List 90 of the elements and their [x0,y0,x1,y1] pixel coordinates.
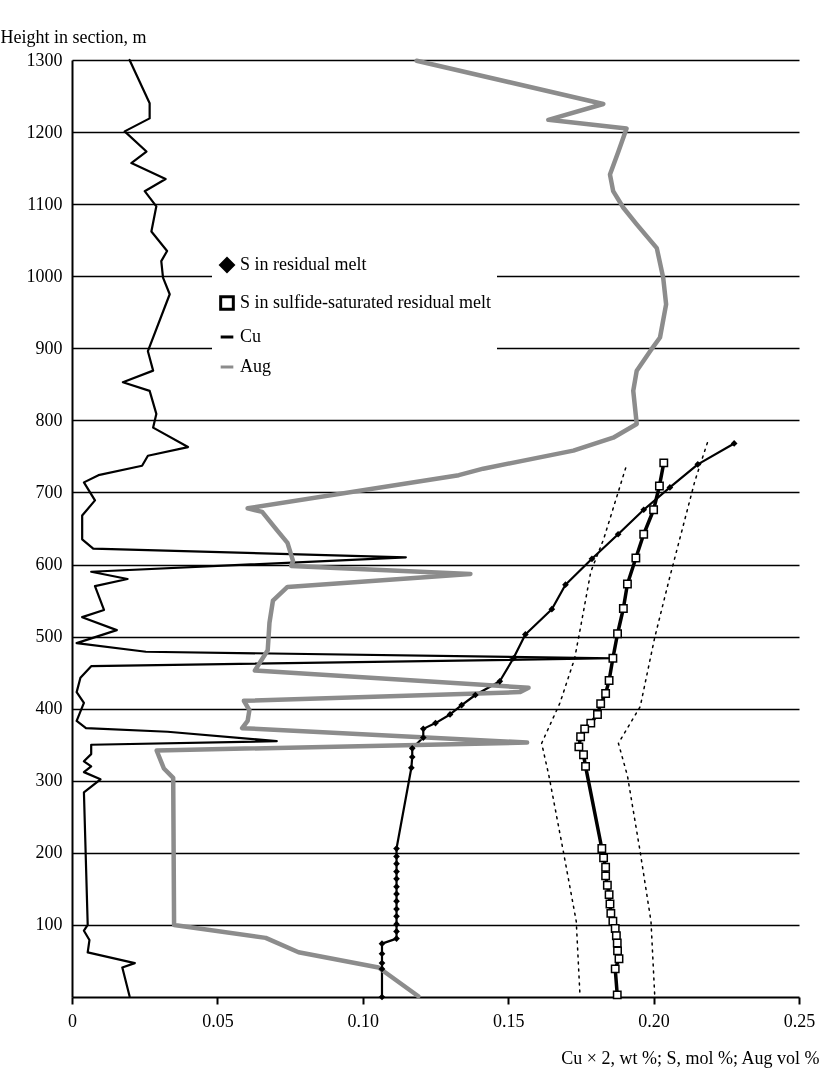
point [548,605,556,613]
y-tick-label: 600 [35,554,63,575]
y-tick-label: 1300 [26,49,63,70]
point [586,718,596,728]
point [608,916,618,926]
y-tick-label: 400 [35,698,63,719]
legend-label: S in sulfide-saturated residual melt [240,292,491,312]
point [393,853,400,860]
point [601,862,611,872]
point [419,734,427,741]
y-axis-title: Height in section, m [0,26,147,47]
point [604,890,614,900]
point [596,699,606,709]
point [610,964,620,974]
point [393,935,400,942]
point [378,959,386,967]
point [581,761,591,771]
point [601,871,611,881]
point [649,505,659,515]
legend-label: S in residual melt [240,254,367,274]
x-tick-label: 0 [68,1010,77,1031]
point [593,710,602,719]
y-tick-label: 800 [35,409,63,430]
point [408,753,416,761]
point [613,629,622,639]
point [393,875,400,883]
point [618,604,628,613]
point [614,954,624,964]
point [613,946,622,956]
point [408,744,416,752]
point [408,764,415,772]
point [496,677,504,685]
point [574,742,584,752]
point [393,883,400,891]
point [378,993,386,1001]
y-tick-label: 200 [35,842,63,863]
point [606,908,616,918]
point [419,725,427,733]
point [666,484,674,491]
point [458,701,466,709]
legend-label: Cu [240,326,262,346]
y-tick-label: 1000 [26,265,63,286]
point [608,653,618,663]
point [579,750,588,760]
point [659,458,669,468]
point [631,553,641,563]
point [640,506,648,514]
y-tick-label: 100 [35,914,63,935]
x-tick-label: 0.10 [347,1010,380,1031]
point [393,845,400,852]
point [471,691,479,699]
x-axis-title: Cu × 2, wt %; S, mol %; Aug vol % [561,1047,820,1068]
point [510,654,517,662]
point [393,860,400,868]
point [393,868,400,875]
point [599,853,609,863]
point [604,676,614,686]
point [601,689,611,699]
y-tick-label: 1100 [27,193,63,214]
point [639,529,649,539]
point [580,724,590,734]
point [378,965,386,973]
y-tick-label: 700 [35,481,63,502]
point [730,440,738,447]
y-tick-label: 300 [35,770,63,791]
y-tick-label: 500 [35,626,63,647]
legend-label: Aug [240,356,271,376]
point [622,579,632,589]
point [694,461,702,468]
point [588,555,596,563]
y-tick-label: 900 [35,337,63,358]
point [393,912,400,920]
x-tick-label: 0.20 [638,1010,670,1031]
point [393,928,400,935]
y-tick-label: 1200 [26,121,63,142]
point [522,631,529,638]
point [393,920,400,928]
point [562,581,569,589]
point [393,897,400,905]
line-series [154,58,669,999]
point [654,481,664,491]
x-tick-label: 0.25 [783,1010,816,1031]
x-tick-label: 0.15 [492,1010,525,1031]
point [576,732,586,742]
x-tick-label: 0.05 [202,1010,234,1031]
point [597,844,607,853]
point [612,990,622,1000]
point [614,530,622,538]
point [612,938,622,948]
point [602,880,612,890]
